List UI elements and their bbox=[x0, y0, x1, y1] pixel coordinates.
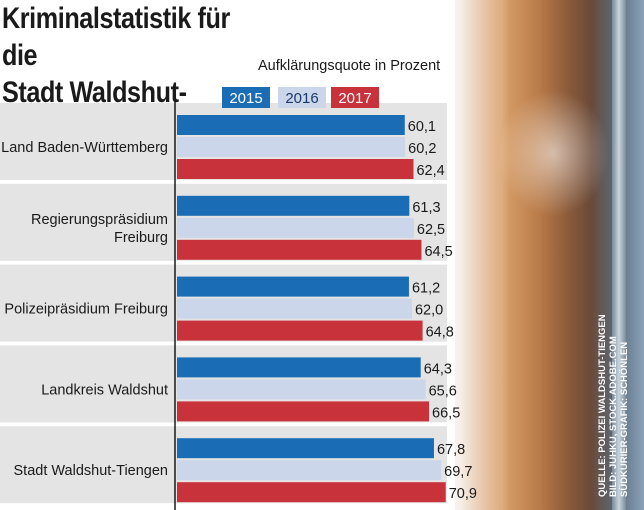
credit-line-2: BILD: JUHKU, STOCK.ADOBE.COM bbox=[608, 336, 619, 497]
data-label: 65,6 bbox=[429, 383, 457, 399]
data-label: 60,1 bbox=[408, 119, 436, 135]
data-label: 69,7 bbox=[444, 464, 472, 480]
bar bbox=[177, 115, 405, 135]
bar bbox=[177, 195, 410, 216]
data-label: 64,5 bbox=[424, 244, 452, 260]
bar bbox=[177, 357, 421, 378]
data-label: 62,4 bbox=[416, 163, 444, 179]
bar bbox=[177, 460, 442, 481]
legend-label: 2016 bbox=[285, 90, 318, 107]
credit-line-1: QUELLE: POLIZEI WALDSHUT-TIENGEN bbox=[597, 314, 608, 497]
category-label: Land Baden-Württemberg bbox=[1, 140, 168, 156]
bar bbox=[177, 298, 412, 319]
source-credit: QUELLE: POLIZEI WALDSHUT-TIENGEN BILD: J… bbox=[597, 287, 630, 497]
bar bbox=[177, 276, 409, 297]
title-line-1: Kriminalstatistik für die bbox=[2, 2, 230, 72]
data-label: 62,0 bbox=[415, 303, 443, 319]
data-label: 64,8 bbox=[426, 325, 454, 341]
data-label: 67,8 bbox=[437, 442, 465, 458]
data-label: 62,5 bbox=[417, 222, 445, 238]
legend-label: 2017 bbox=[338, 90, 371, 107]
legend-swatch bbox=[278, 87, 326, 108]
legend-label: 2015 bbox=[229, 90, 262, 107]
data-label: 61,3 bbox=[412, 200, 440, 216]
category-label: Landkreis Waldshut bbox=[41, 382, 168, 398]
bar bbox=[177, 320, 423, 341]
category-label: Stadt Waldshut-Tiengen bbox=[14, 463, 168, 479]
door-frame bbox=[612, 0, 626, 510]
bar bbox=[177, 438, 434, 459]
bar bbox=[177, 482, 446, 503]
category-label: Polizeipräsidium Freiburg bbox=[4, 302, 168, 318]
bar bbox=[177, 217, 414, 238]
credit-line-3: SÜDKURIER-GRAFIK: SCHÖNLEN bbox=[619, 341, 630, 497]
data-label: 60,2 bbox=[408, 141, 436, 157]
legend-swatch bbox=[331, 87, 379, 108]
bar bbox=[177, 159, 414, 179]
bar bbox=[177, 379, 426, 400]
category-label: Freiburg bbox=[114, 230, 168, 246]
bar bbox=[177, 239, 422, 260]
data-label: 61,2 bbox=[412, 281, 440, 297]
data-label: 66,5 bbox=[432, 405, 460, 421]
chart-subtitle: Aufklärungsquote in Prozent bbox=[258, 58, 441, 74]
legend-swatch bbox=[222, 87, 270, 108]
data-label: 64,3 bbox=[424, 361, 452, 377]
bar bbox=[177, 401, 430, 422]
photo-fade bbox=[440, 0, 510, 510]
data-label: 70,9 bbox=[449, 486, 477, 502]
category-label: Regierungspräsidium bbox=[31, 212, 168, 228]
bar bbox=[177, 137, 406, 157]
